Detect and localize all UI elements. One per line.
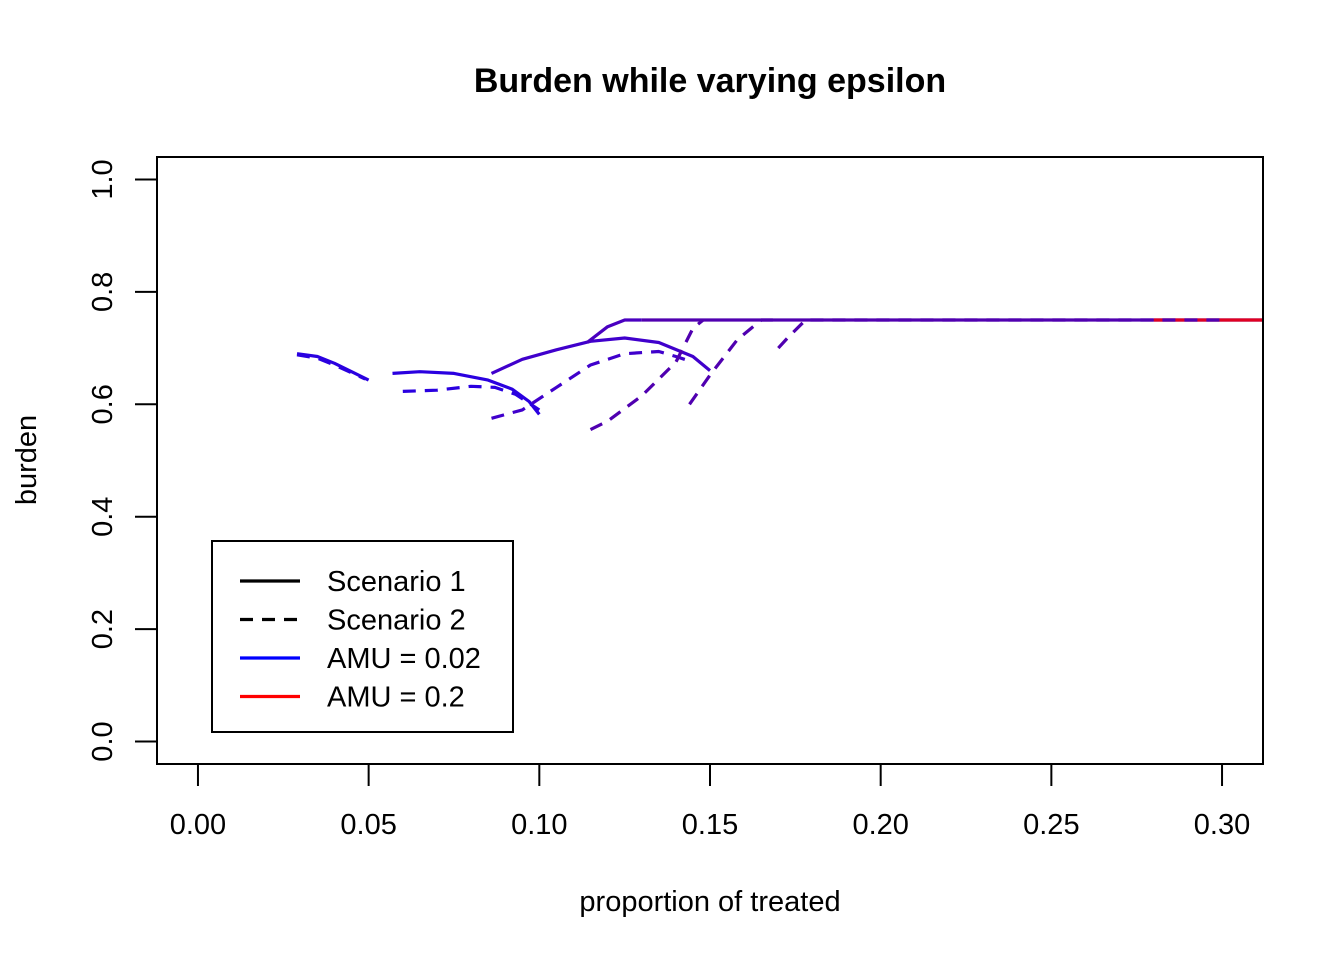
series-line-1 [296, 352, 370, 382]
x-tick-label: 0.15 [682, 809, 738, 841]
legend-label: Scenario 2 [327, 605, 466, 637]
x-tick-label: 0.20 [852, 809, 908, 841]
series-line-7 [586, 318, 642, 344]
x-tick-label: 0.25 [1023, 809, 1079, 841]
y-tick-label: 0.0 [87, 721, 119, 761]
series-layer [296, 318, 1263, 432]
x-axis-label: proportion of treated [579, 886, 840, 918]
legend-box [211, 540, 514, 733]
x-tick-label: 0.10 [511, 809, 567, 841]
series-line-5 [490, 336, 712, 375]
legend-label: AMU = 0.2 [327, 682, 465, 714]
y-tick-label: 0.6 [87, 384, 119, 424]
y-axis-label: burden [11, 415, 43, 505]
series-line-11 [688, 318, 779, 406]
y-tick-label: 1.0 [87, 159, 119, 199]
series-line-6 [491, 349, 694, 420]
series-line-3 [392, 370, 541, 416]
y-tick-label: 0.2 [87, 609, 119, 649]
x-axis: 0.00 0.05 0.10 0.15 0.20 0.25 0.30 [170, 763, 1250, 841]
legend-label: AMU = 0.02 [327, 643, 481, 675]
x-tick-label: 0.30 [1194, 809, 1250, 841]
y-axis: 0.0 0.2 0.4 0.6 0.8 1.0 [87, 159, 158, 762]
series-line-4 [402, 384, 541, 412]
legend-label: Scenario 1 [327, 566, 466, 598]
x-tick-label: 0.00 [170, 809, 226, 841]
y-tick-label: 0.4 [87, 497, 119, 537]
series-line-12 [777, 318, 1222, 350]
series-line-10 [589, 318, 705, 432]
x-tick-label: 0.05 [340, 809, 396, 841]
legend: Scenario 1 Scenario 2 AMU = 0.02 AMU = 0.2 [211, 540, 514, 733]
y-tick-label: 0.8 [87, 272, 119, 312]
chart-title: Burden while varying epsilon [474, 62, 946, 100]
series-line-2 [296, 353, 366, 381]
